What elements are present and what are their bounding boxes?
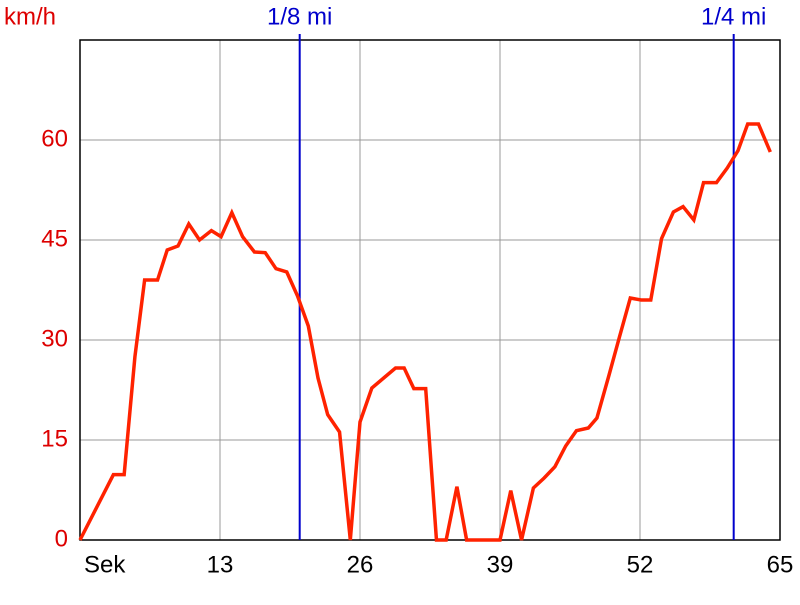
y-tick-label: 30 <box>41 325 68 352</box>
distance-marker-label: 1/4 mi <box>701 3 766 30</box>
x-tick-label: 26 <box>347 551 374 578</box>
plot-border <box>79 39 781 541</box>
y-tick-label: 60 <box>41 125 68 152</box>
x-tick-label: Sek <box>84 551 126 578</box>
x-tick-label: 13 <box>207 551 234 578</box>
x-tick-label: 52 <box>627 551 654 578</box>
distance-marker-label: 1/8 mi <box>267 3 332 30</box>
speed-line <box>78 122 772 542</box>
y-tick-label: 15 <box>41 425 68 452</box>
y-axis-label: km/h <box>4 3 56 30</box>
y-tick-label: 0 <box>55 525 68 552</box>
x-tick-label: 65 <box>767 551 794 578</box>
x-tick-label: 39 <box>487 551 514 578</box>
y-tick-label: 45 <box>41 225 68 252</box>
